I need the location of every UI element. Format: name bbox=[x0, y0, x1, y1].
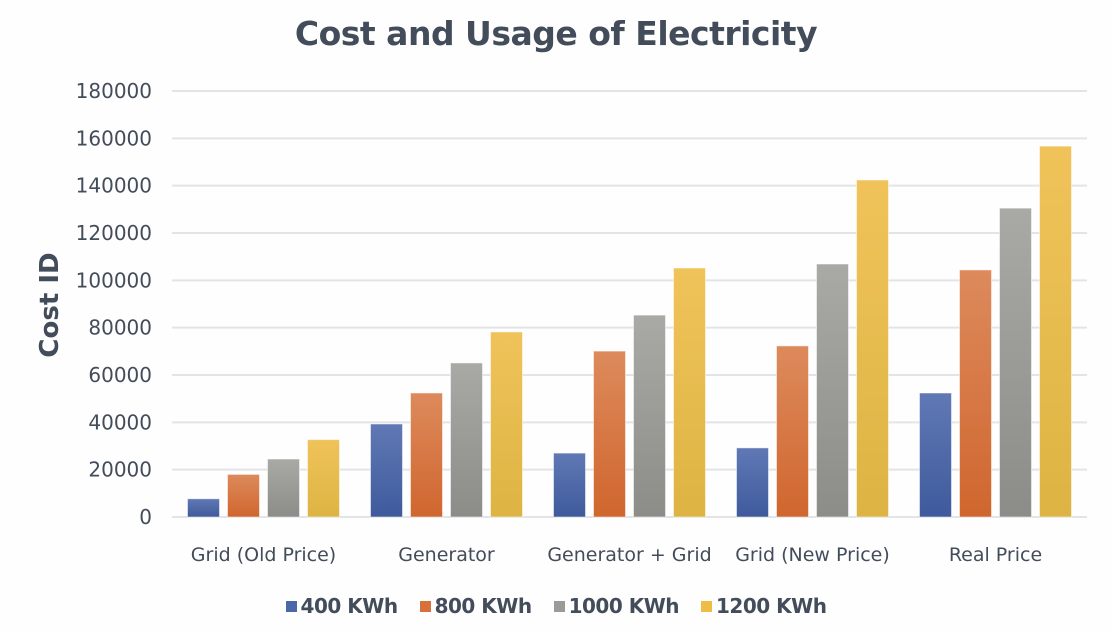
legend-swatch bbox=[285, 601, 297, 612]
y-tick-label: 40000 bbox=[88, 410, 152, 434]
bar-1000-kwh-2 bbox=[633, 314, 666, 518]
legend-label: 1000 KWh bbox=[568, 594, 680, 618]
bar-1200-kwh-4 bbox=[1039, 145, 1072, 518]
bar-800-kwh-1 bbox=[410, 392, 443, 518]
bar-1000-kwh-0 bbox=[267, 458, 300, 518]
legend-item: 800 KWh bbox=[419, 594, 533, 618]
legend-item: 1200 KWh bbox=[701, 594, 827, 618]
x-category-label: Generator bbox=[398, 544, 495, 566]
legend-item: 400 KWh bbox=[285, 594, 399, 618]
bar-400-kwh-1 bbox=[370, 423, 403, 518]
bar-1000-kwh-3 bbox=[816, 263, 849, 518]
chart-title: Cost and Usage of Electricity bbox=[294, 14, 818, 53]
y-tick-label: 140000 bbox=[76, 174, 152, 198]
x-category-label: Real Price bbox=[949, 544, 1042, 566]
y-tick-label: 80000 bbox=[88, 316, 152, 340]
bar-1200-kwh-1 bbox=[490, 331, 523, 518]
legend-swatch bbox=[553, 601, 565, 612]
y-tick-label: 0 bbox=[139, 505, 152, 529]
bar-400-kwh-4 bbox=[919, 392, 952, 518]
y-tick-label: 160000 bbox=[76, 126, 152, 150]
legend: 400 KWh 800 KWh 1000 KWh 1200 KWh bbox=[0, 594, 1112, 618]
y-tick-label: 100000 bbox=[76, 268, 152, 292]
bar-1000-kwh-1 bbox=[450, 362, 483, 518]
legend-label: 400 KWh bbox=[300, 594, 399, 618]
bar-1200-kwh-0 bbox=[307, 439, 340, 518]
x-category-label: Generator + Grid bbox=[547, 544, 711, 566]
bar-400-kwh-2 bbox=[553, 452, 586, 518]
x-category-label: Grid (New Price) bbox=[735, 544, 890, 566]
bar-400-kwh-3 bbox=[736, 447, 769, 518]
bar-400-kwh-0 bbox=[187, 498, 220, 518]
bar-1000-kwh-4 bbox=[999, 207, 1032, 518]
y-tick-label: 120000 bbox=[76, 221, 152, 245]
legend-swatch bbox=[419, 601, 431, 612]
legend-label: 800 KWh bbox=[434, 594, 533, 618]
y-tick-label: 60000 bbox=[88, 363, 152, 387]
y-tick-label: 180000 bbox=[76, 79, 152, 103]
y-tick-label: 20000 bbox=[88, 458, 152, 482]
bar-1200-kwh-3 bbox=[856, 179, 889, 518]
legend-item: 1000 KWh bbox=[553, 594, 680, 618]
bar-800-kwh-3 bbox=[776, 345, 809, 518]
bar-1200-kwh-2 bbox=[673, 267, 706, 518]
x-category-label: Grid (Old Price) bbox=[191, 544, 336, 566]
legend-swatch bbox=[701, 601, 713, 612]
legend-label: 1200 KWh bbox=[716, 594, 827, 618]
bar-800-kwh-0 bbox=[227, 473, 260, 518]
bar-800-kwh-4 bbox=[959, 269, 992, 518]
bar-800-kwh-2 bbox=[593, 350, 626, 518]
